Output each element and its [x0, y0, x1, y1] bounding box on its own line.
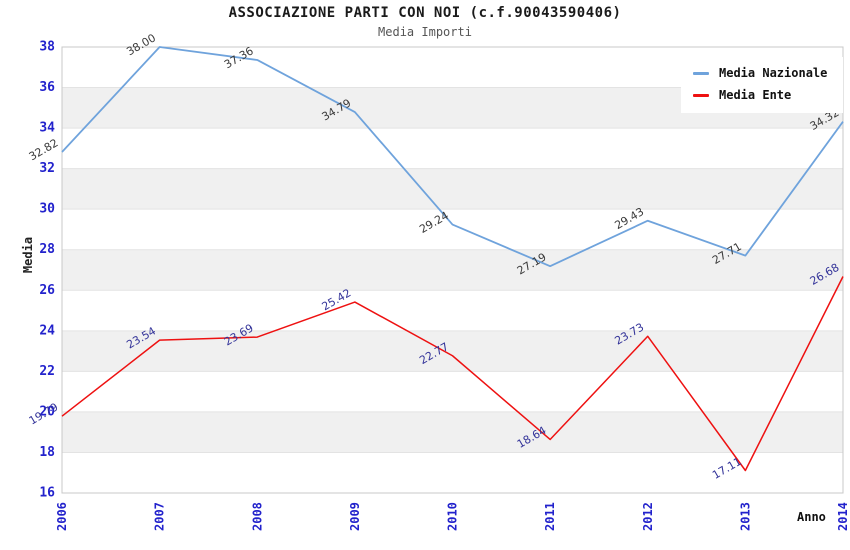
x-tick-label: 2012	[641, 502, 655, 531]
y-tick-label: 16	[39, 486, 55, 501]
series-line-media-nazionale[interactable]	[61, 46, 844, 268]
y-axis-title: Media	[21, 236, 35, 274]
y-tick-label: 18	[39, 445, 55, 460]
media-nazionale-line-swatch-icon	[693, 71, 709, 75]
x-tick-label: 2006	[55, 502, 69, 531]
chart-subtitle: Media Importi	[378, 25, 472, 39]
legend-label-media-ente: Media Ente	[719, 88, 792, 102]
plot-border	[61, 46, 844, 494]
legend-label-media-nazionale: Media Nazionale	[719, 66, 828, 80]
legend-item-media-nazionale[interactable]: Media Nazionale	[693, 66, 827, 80]
y-tick-label: 28	[39, 242, 55, 257]
y-tick-label: 26	[39, 283, 55, 298]
y-tick-label: 20	[39, 404, 55, 419]
x-tick-label: 2011	[543, 502, 557, 531]
plot-band	[62, 249, 843, 291]
y-tick-label: 34	[39, 121, 55, 136]
x-tick-label: 2014	[836, 502, 850, 531]
plot-band	[62, 168, 843, 210]
y-tick-label: 22	[39, 364, 55, 379]
y-tick-label: 38	[39, 40, 55, 55]
x-tick-label: 2009	[348, 502, 362, 531]
plot-band	[62, 330, 843, 372]
legend-item-media-ente[interactable]: Media Ente	[693, 88, 827, 102]
series-line-media-ente[interactable]	[61, 276, 844, 472]
x-tick-label: 2010	[446, 502, 460, 531]
data-point-label: 32.82	[27, 136, 61, 163]
y-tick-label: 24	[39, 323, 55, 338]
data-point-label: 17.11	[710, 455, 744, 482]
x-axis-title: Anno	[797, 510, 826, 524]
data-point-label: 37.36	[222, 44, 256, 71]
x-tick-label: 2008	[250, 502, 264, 531]
x-tick-label: 2013	[738, 502, 752, 531]
chart-title: ASSOCIAZIONE PARTI CON NOI (c.f.90043590…	[228, 5, 622, 21]
y-tick-label: 30	[39, 202, 55, 217]
chart-legend: Media Nazionale Media Ente	[681, 57, 844, 113]
media-ente-line-swatch-icon	[693, 93, 709, 97]
plot-band	[62, 411, 843, 453]
y-tick-label: 32	[39, 161, 55, 176]
x-tick-label: 2007	[153, 502, 167, 531]
y-tick-label: 36	[39, 80, 55, 95]
data-point-label: 29.24	[417, 209, 451, 236]
